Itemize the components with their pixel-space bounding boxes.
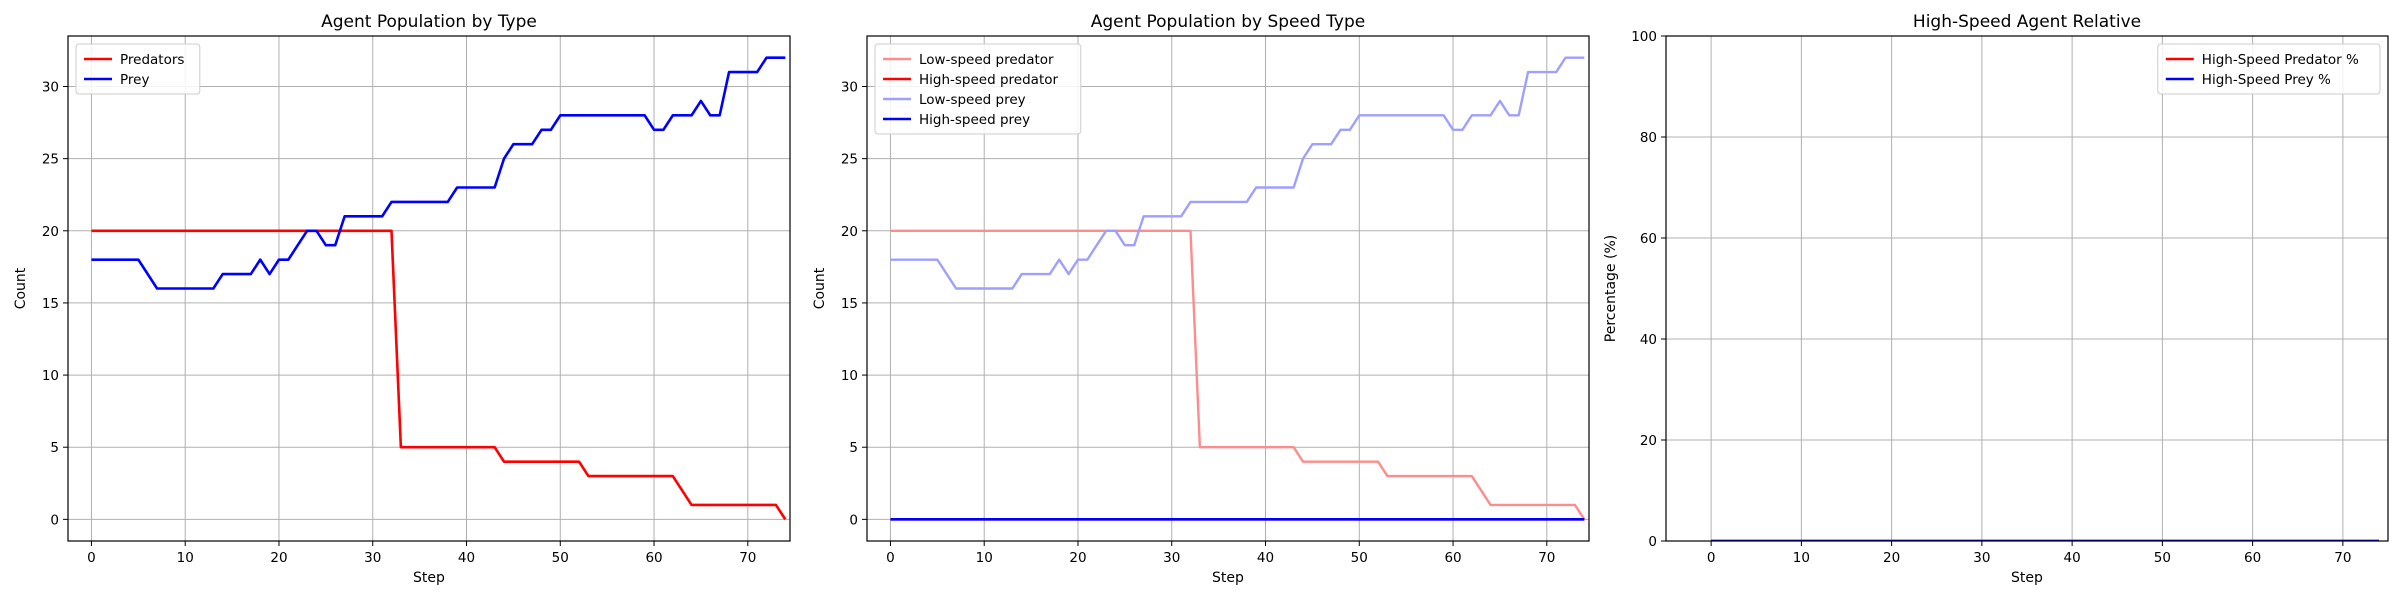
x-tick-label: 30 [1163,550,1180,566]
legend: Predators Prey [75,43,201,95]
chart-title: High-Speed Agent Relative [1913,12,2141,32]
x-tick-label: 10 [177,550,194,566]
y-tick-label: 0 [849,512,858,528]
legend: High-Speed Predator % High-Speed Prey % [2157,43,2381,95]
series-line-2 [91,56,786,290]
legend: Low-speed predator High-speed predator Low… [874,43,1082,135]
y-tick-label: 0 [50,512,59,528]
x-tick-label: 30 [1973,550,1990,566]
y-axis-label: Count [812,267,828,309]
axes-frame [1665,35,2389,542]
x-tick-label: 40 [1257,550,1274,566]
y-tick-label: 40 [1640,332,1657,348]
legend-box [75,43,201,95]
y-tick-label: 30 [841,80,858,96]
y-axis-label: Count [13,267,29,309]
y-tick-label: 0 [1648,534,1657,550]
legend-label: Low-speed predator [919,52,1054,68]
legend-label: Predators [120,52,184,68]
y-tick-label: 100 [1631,29,1657,45]
x-axis-label: Step [2011,570,2043,586]
x-tick-label: 10 [976,550,993,566]
x-tick-label: 70 [1538,550,1555,566]
x-tick-label: 10 [1793,550,1810,566]
legend-label: High-speed predator [919,72,1058,88]
x-tick-label: 60 [1444,550,1461,566]
y-tick-label: 20 [42,224,59,240]
y-tick-label: 5 [50,440,59,456]
legend-label: Prey [120,72,149,88]
y-tick-label: 5 [849,440,858,456]
y-tick-label: 80 [1640,130,1657,146]
legend-box [2157,43,2381,95]
y-tick-label: 20 [841,224,858,240]
x-tick-label: 30 [364,550,381,566]
y-axis-label: Percentage (%) [1603,235,1619,342]
axes-frame [866,35,1590,542]
y-tick-label: 15 [42,296,59,312]
x-tick-label: 20 [1883,550,1900,566]
y-tick-label: 15 [841,296,858,312]
y-tick-label: 10 [841,368,858,384]
series-line-1 [91,229,787,521]
x-axis-label: Step [413,570,445,586]
x-tick-label: 60 [645,550,662,566]
legend-label: High-Speed Prey % [2202,72,2331,88]
series-line-3 [890,56,1585,290]
x-tick-label: 60 [2244,550,2261,566]
x-tick-label: 0 [1707,550,1716,566]
x-tick-label: 70 [739,550,756,566]
chart-title: Agent Population by Type [321,12,537,32]
y-tick-label: 30 [42,80,59,96]
legend-label: High-speed prey [919,112,1030,128]
x-tick-label: 50 [2154,550,2171,566]
chart-title: Agent Population by Speed Type [1091,12,1365,32]
legend-label: High-Speed Predator % [2202,52,2359,68]
x-tick-label: 40 [2064,550,2081,566]
chart-panel-2: 0 10 20 30 40 50 60 70 0 5 10 15 20 25 30 Agent Populat… [812,12,1590,586]
y-tick-label: 25 [841,152,858,168]
x-tick-label: 20 [270,550,287,566]
legend-box [874,43,1082,135]
y-tick-label: 60 [1640,231,1657,247]
x-tick-label: 50 [1351,550,1368,566]
x-tick-label: 40 [458,550,475,566]
x-axis-label: Step [1212,570,1244,586]
axes-frame [67,35,791,542]
y-tick-label: 10 [42,368,59,384]
x-tick-label: 70 [2334,550,2351,566]
series-line-1 [890,229,1586,521]
chart-panel-1: 0 10 20 30 40 50 60 70 0 5 10 15 20 25 30 Agent Populat… [13,12,791,586]
legend-label: Low-speed prey [919,92,1026,108]
x-tick-label: 20 [1069,550,1086,566]
x-tick-label: 0 [886,550,895,566]
chart-panel-3: 0 10 20 30 40 50 60 70 0 20 40 60 80 100 High-Speed Ag… [1603,12,2389,586]
x-tick-label: 0 [87,550,96,566]
x-tick-label: 50 [552,550,569,566]
y-tick-label: 25 [42,152,59,168]
y-tick-label: 20 [1640,433,1657,449]
